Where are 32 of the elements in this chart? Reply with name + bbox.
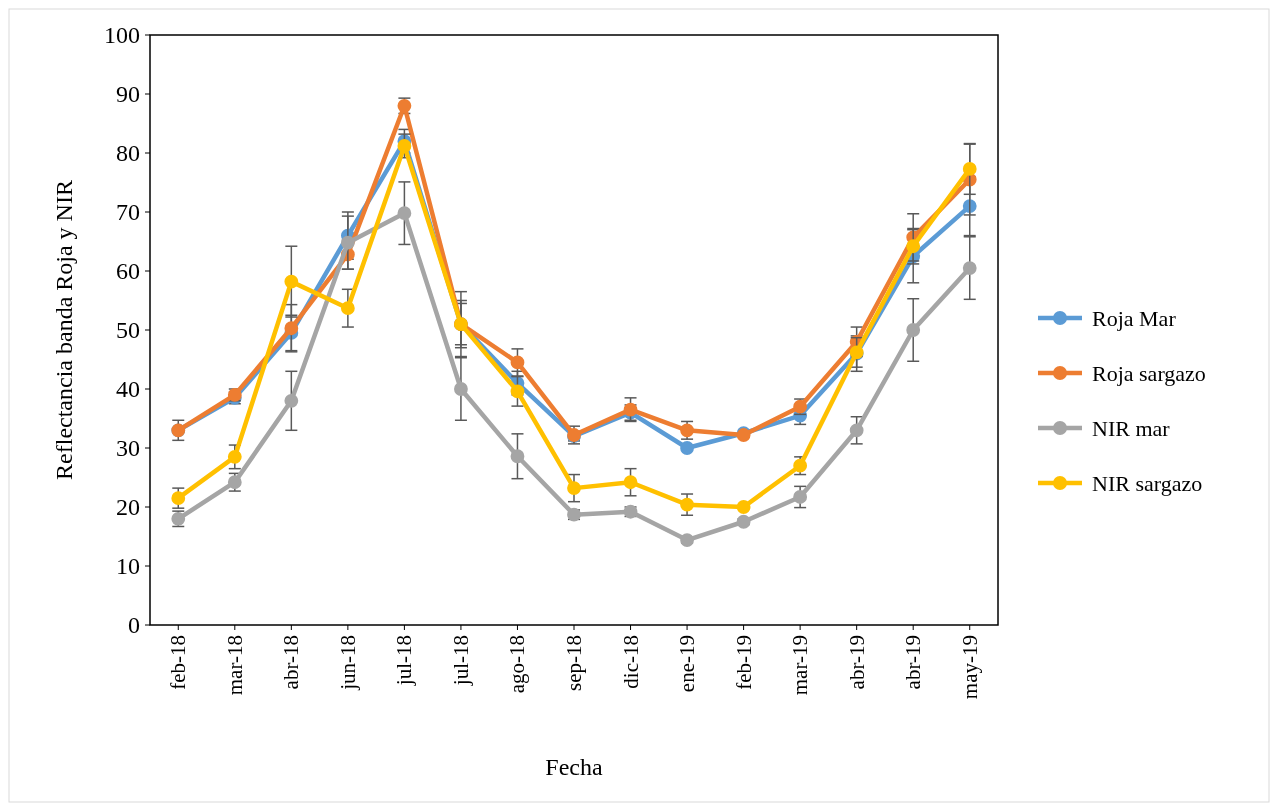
y-tick-label: 70: [116, 199, 140, 226]
legend-label: NIR mar: [1092, 415, 1171, 441]
x-tick-label: jun-18: [335, 635, 360, 691]
y-axis-title: Reflectancia banda Roja y NIR: [51, 180, 77, 480]
legend-label: Roja Mar: [1092, 305, 1177, 331]
y-tick-label: 100: [104, 22, 140, 49]
x-tick-label: may-19: [957, 635, 982, 700]
x-tick-label: feb-18: [166, 635, 191, 690]
y-tick-label: 30: [116, 435, 140, 462]
x-tick-label: ene-19: [675, 635, 700, 693]
x-tick-label: abr-19: [901, 635, 926, 690]
x-tick-label: jul-18: [392, 635, 417, 687]
x-tick-label: feb-19: [731, 635, 756, 690]
y-tick-label: 80: [116, 140, 140, 167]
legend-label: Roja sargazo: [1092, 360, 1206, 386]
x-tick-label: dic-18: [618, 635, 643, 689]
legend-label: NIR sargazo: [1092, 470, 1203, 496]
x-tick-label: abr-18: [279, 635, 304, 690]
y-tick-label: 60: [116, 258, 140, 285]
x-tick-label: jul-18: [448, 635, 473, 687]
x-tick-label: ago-18: [505, 635, 530, 694]
y-tick-label: 0: [128, 612, 140, 639]
x-tick-label: sep-18: [562, 635, 586, 691]
x-tick-label: mar-19: [788, 635, 813, 696]
x-tick-label: mar-18: [222, 635, 247, 696]
y-tick-label: 10: [116, 553, 140, 580]
y-tick-label: 20: [116, 494, 140, 521]
y-tick-label: 40: [116, 376, 140, 403]
y-tick-label: 50: [116, 317, 140, 344]
x-axis-title: Fecha: [545, 754, 603, 780]
x-tick-label: abr-19: [844, 635, 869, 690]
y-tick-label: 90: [116, 81, 140, 108]
